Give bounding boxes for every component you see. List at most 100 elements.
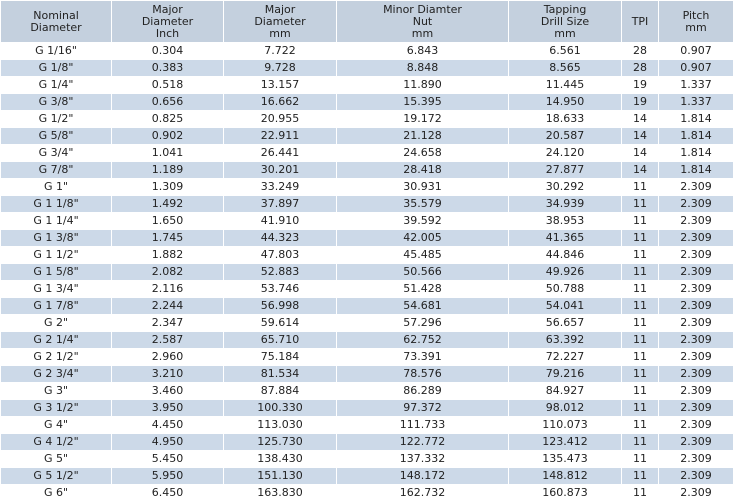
table-cell: 28 [621,59,659,77]
table-cell: 2.309 [658,484,733,501]
table-cell: G 4" [0,416,112,434]
table-cell: 21.128 [336,127,509,145]
table-cell: 14 [621,144,659,162]
table-cell: 4.450 [111,416,224,434]
table-row: G 2" 2.347 59.614 57.296 56.657 11 2.309 [0,314,733,332]
header-text: Diameter [254,14,306,28]
table-cell: 11 [621,331,659,349]
table-cell: 11 [621,212,659,230]
table-cell: 47.803 [223,246,337,264]
table-cell: 0.907 [658,59,733,77]
table-cell: 11 [621,467,659,485]
table-cell: 0.304 [111,42,224,60]
table-cell: 2.309 [658,433,733,451]
table-cell: 1.492 [111,195,224,213]
table-cell: G 2 3/4" [0,365,112,383]
table-cell: G 1 1/4" [0,212,112,230]
header-cell: Minor Diamter Nut mm [336,0,509,43]
table-row: G 1/8" 0.383 9.728 8.848 8.565 28 0.907 [0,59,733,77]
header-text: Diameter [30,20,82,34]
table-cell: 135.473 [508,450,622,468]
table-cell: 27.877 [508,161,622,179]
table-cell: 53.746 [223,280,337,298]
table-cell: 56.657 [508,314,622,332]
header-text: TPI [631,14,649,28]
table-cell: G 5 1/2" [0,467,112,485]
table-cell: 54.041 [508,297,622,315]
table-cell: 41.910 [223,212,337,230]
table-cell: 3.950 [111,399,224,417]
table-cell: 0.907 [658,42,733,60]
table-cell: 123.412 [508,433,622,451]
table-cell: 63.392 [508,331,622,349]
table-cell: 5.450 [111,450,224,468]
table-cell: 3.460 [111,382,224,400]
table-cell: G 3/8" [0,93,112,111]
header-cell: Major Diameter mm [223,0,337,43]
table-cell: 11 [621,450,659,468]
header-cell: Major Diameter Inch [111,0,224,43]
table-cell: 8.565 [508,59,622,77]
table-cell: 51.428 [336,280,509,298]
header-cell: TPI [621,0,659,43]
table-row: G 3/4" 1.041 26.441 24.658 24.120 14 1.814 [0,144,733,162]
table-cell: 72.227 [508,348,622,366]
table-cell: G 1/4" [0,76,112,94]
table-cell: 62.752 [336,331,509,349]
table-cell: 11.890 [336,76,509,94]
table-body: G 1/16" 0.304 7.722 6.843 6.561 28 0.907 G 1/8"… [0,42,733,501]
table-cell: 0.518 [111,76,224,94]
table-cell: 2.309 [658,450,733,468]
table-cell: 2.309 [658,416,733,434]
table-cell: 7.722 [223,42,337,60]
table-cell: 3.210 [111,365,224,383]
table-cell: 137.332 [336,450,509,468]
table-cell: 110.073 [508,416,622,434]
table-cell: 56.998 [223,297,337,315]
table-cell: 122.772 [336,433,509,451]
table-cell: 162.732 [336,484,509,501]
header-cell: Nominal Diameter [0,0,112,43]
table-cell: 6.843 [336,42,509,60]
table-cell: 11.445 [508,76,622,94]
table-cell: G 4 1/2" [0,433,112,451]
table-cell: 148.812 [508,467,622,485]
header-text: mm [685,20,707,34]
table-cell: G 3/4" [0,144,112,162]
table-cell: 100.330 [223,399,337,417]
table-cell: 65.710 [223,331,337,349]
table-cell: 2.347 [111,314,224,332]
table-cell: 11 [621,365,659,383]
table-cell: 42.005 [336,229,509,247]
table-cell: 163.830 [223,484,337,501]
table-cell: G 1 7/8" [0,297,112,315]
table-cell: 2.309 [658,365,733,383]
table-cell: 2.309 [658,399,733,417]
table-cell: 0.383 [111,59,224,77]
table-cell: 30.201 [223,161,337,179]
table-cell: 26.441 [223,144,337,162]
table-cell: 13.157 [223,76,337,94]
table-row: G 2 3/4" 3.210 81.534 78.576 79.216 11 2.309 [0,365,733,383]
table-row: G 4" 4.450 113.030 111.733 110.073 11 2.309 [0,416,733,434]
table-cell: 41.365 [508,229,622,247]
table-cell: 1.650 [111,212,224,230]
table-row: G 4 1/2" 4.950 125.730 122.772 123.412 11 2.30… [0,433,733,451]
table-cell: G 1 3/8" [0,229,112,247]
table-cell: 54.681 [336,297,509,315]
table-cell: 2.309 [658,280,733,298]
header-text: Nominal [33,8,79,22]
table-cell: 20.955 [223,110,337,128]
table-cell: 160.873 [508,484,622,501]
table-row: G 2 1/2" 2.960 75.184 73.391 72.227 11 2.309 [0,348,733,366]
table-cell: 11 [621,433,659,451]
table-row: G 1/16" 0.304 7.722 6.843 6.561 28 0.907 [0,42,733,60]
table-cell: G 5" [0,450,112,468]
table-cell: 1.309 [111,178,224,196]
table-row: G 3" 3.460 87.884 86.289 84.927 11 2.309 [0,382,733,400]
table-cell: 30.292 [508,178,622,196]
table-cell: 14 [621,161,659,179]
table-cell: 11 [621,195,659,213]
table-cell: 14.950 [508,93,622,111]
